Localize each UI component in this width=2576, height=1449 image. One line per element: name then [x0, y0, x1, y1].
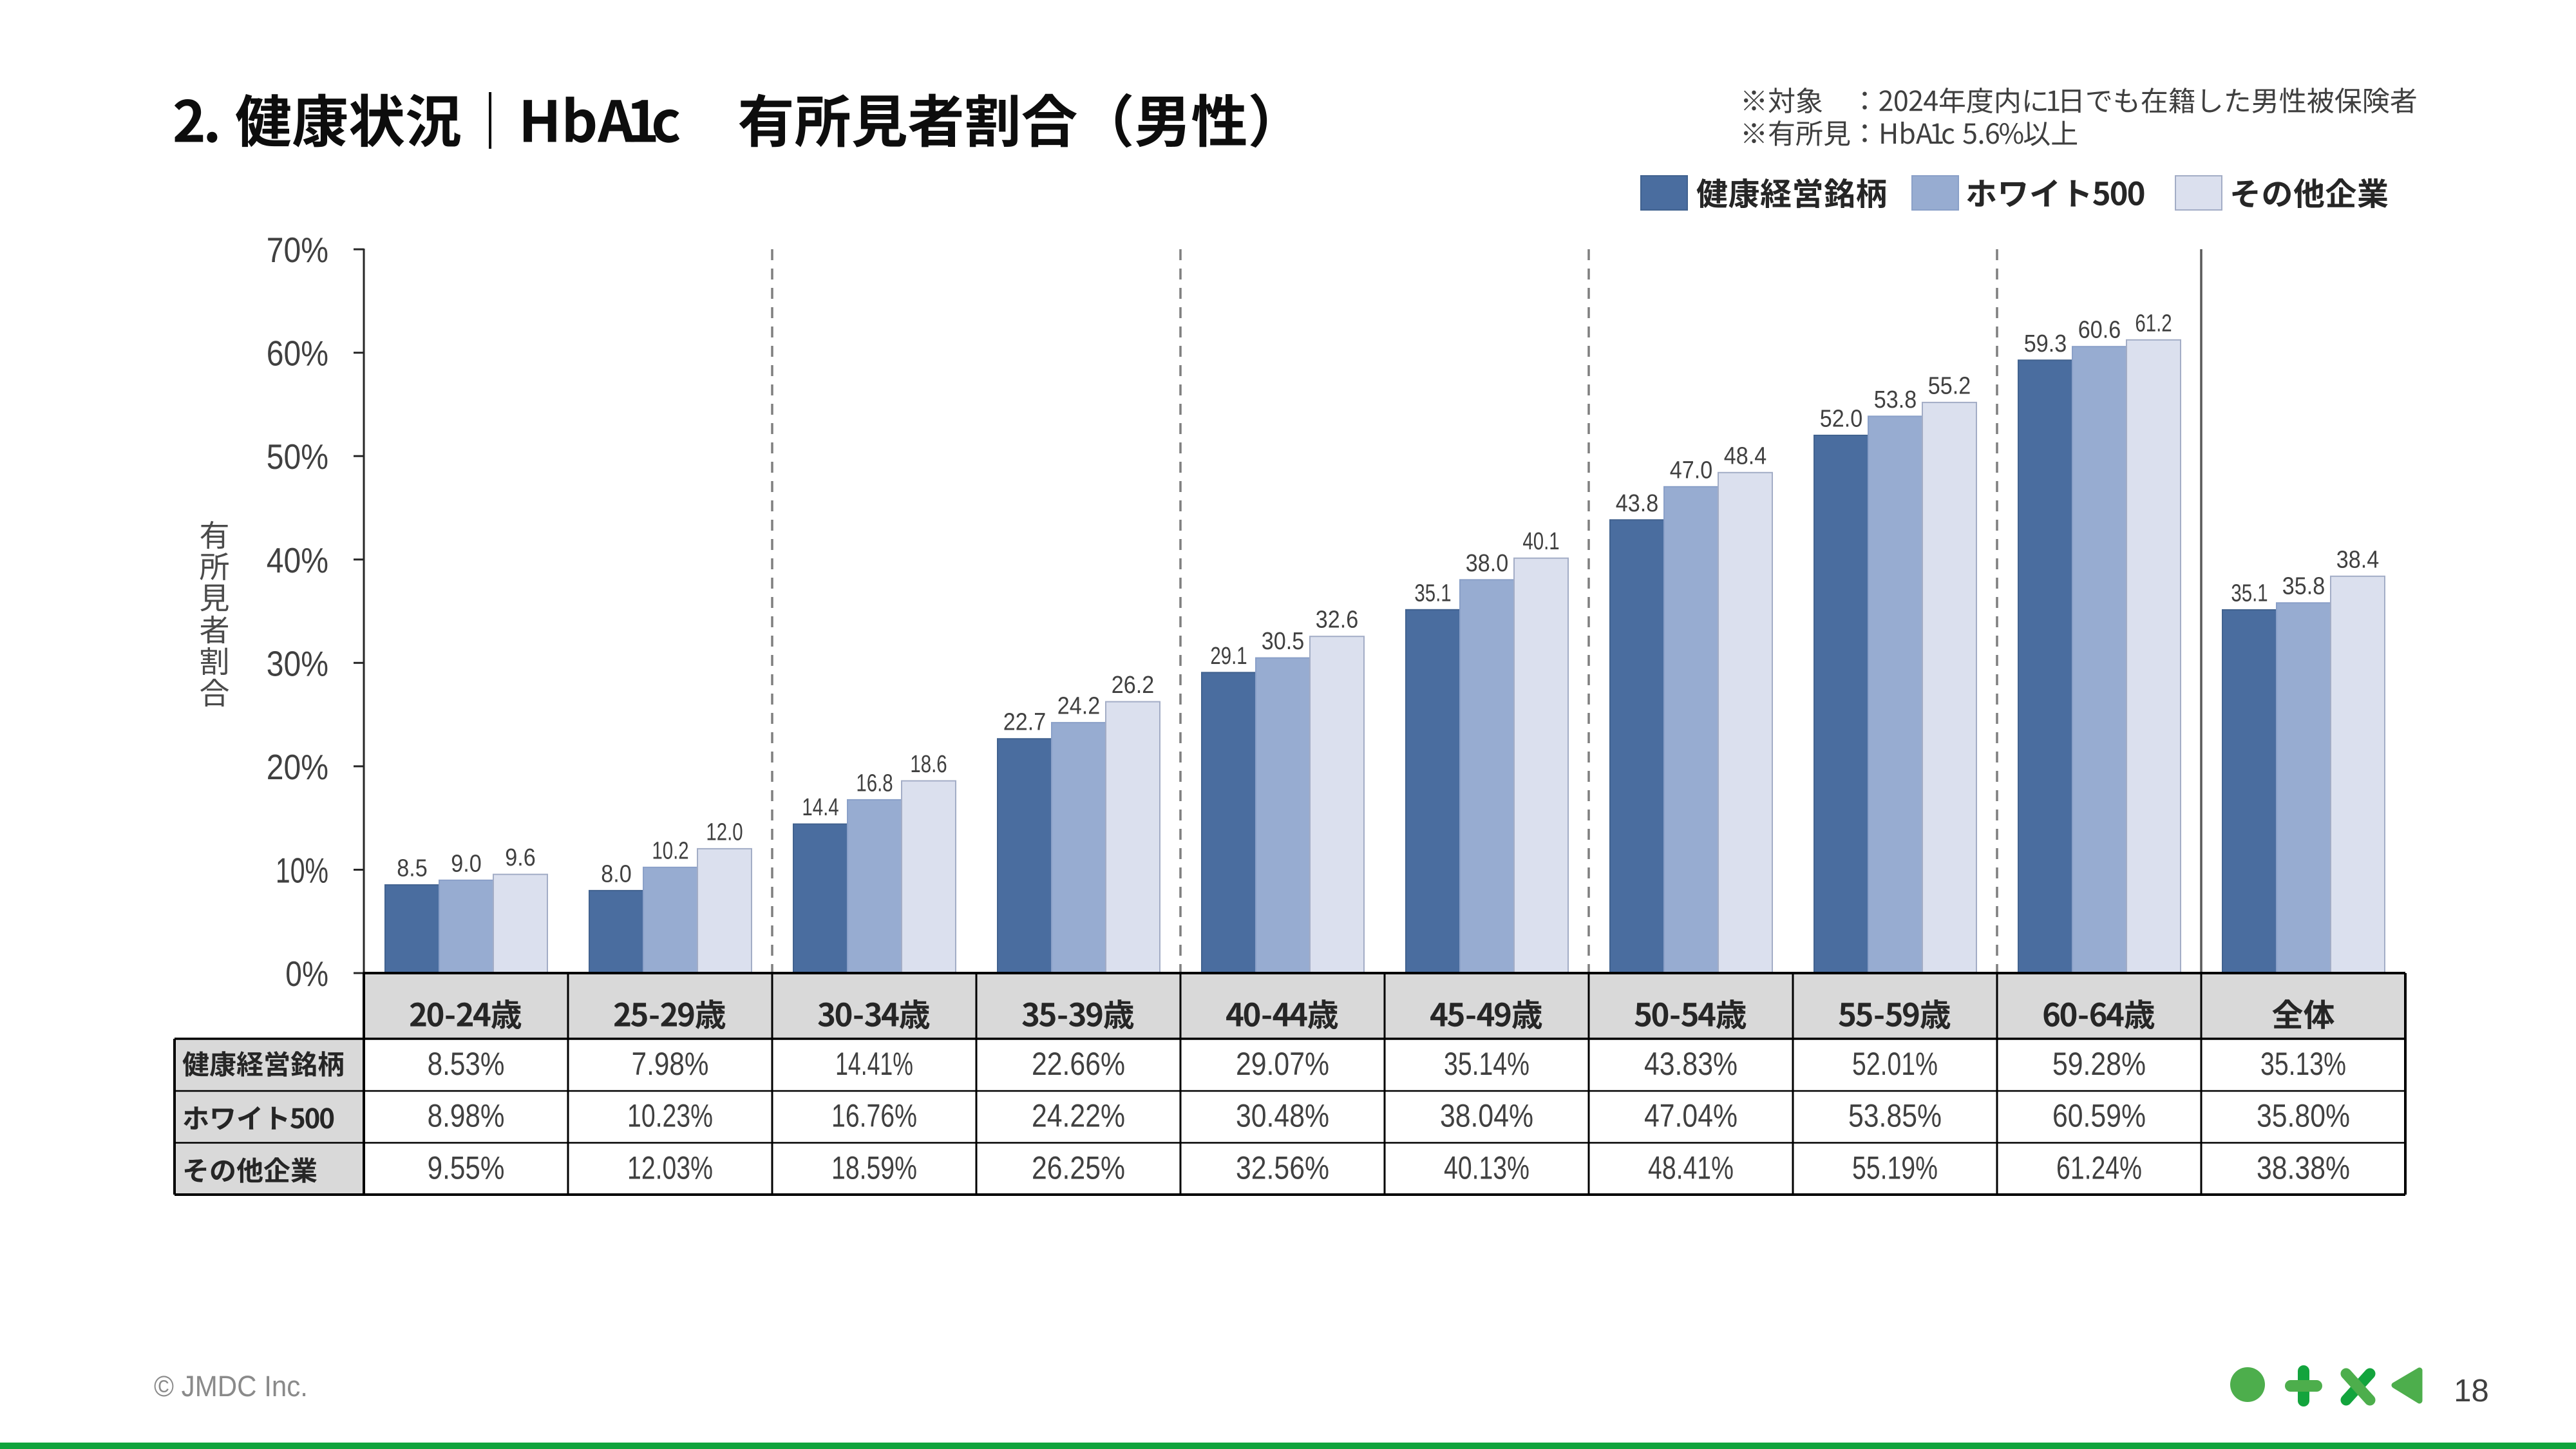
svg-text:32.56%: 32.56%: [1236, 1150, 1329, 1186]
svg-text:18: 18: [2454, 1374, 2489, 1408]
svg-text:35.1: 35.1: [2231, 580, 2268, 607]
svg-text:38.0: 38.0: [1466, 550, 1508, 577]
svg-text:61.24%: 61.24%: [2056, 1150, 2142, 1186]
svg-text:35.13%: 35.13%: [2260, 1046, 2346, 1082]
svg-text:35.80%: 35.80%: [2257, 1098, 2350, 1134]
svg-text:24.22%: 24.22%: [1032, 1098, 1125, 1134]
svg-text:30.5: 30.5: [1262, 628, 1304, 655]
svg-text:26.25%: 26.25%: [1032, 1150, 1125, 1186]
svg-text:50%: 50%: [267, 437, 328, 477]
svg-text:38.38%: 38.38%: [2257, 1150, 2350, 1186]
svg-text:10.23%: 10.23%: [627, 1098, 713, 1134]
svg-text:61.2: 61.2: [2135, 310, 2172, 337]
svg-text:38.04%: 38.04%: [1440, 1098, 1533, 1134]
svg-text:55.2: 55.2: [1928, 372, 1971, 399]
svg-text:24.2: 24.2: [1057, 693, 1100, 720]
svg-text:40%: 40%: [267, 540, 328, 580]
svg-text:47.04%: 47.04%: [1644, 1098, 1738, 1134]
svg-text:47.0: 47.0: [1670, 457, 1712, 484]
svg-text:52.01%: 52.01%: [1852, 1046, 1938, 1082]
svg-text:8.53%: 8.53%: [428, 1046, 505, 1082]
svg-text:48.41%: 48.41%: [1648, 1150, 1734, 1186]
svg-text:59.3: 59.3: [2024, 330, 2067, 357]
svg-text:7.98%: 7.98%: [632, 1046, 709, 1082]
svg-text:53.8: 53.8: [1874, 386, 1917, 413]
svg-text:26.2: 26.2: [1112, 672, 1154, 699]
svg-text:35.1: 35.1: [1414, 580, 1451, 607]
svg-text:32.6: 32.6: [1316, 607, 1358, 634]
svg-text:59.28%: 59.28%: [2052, 1046, 2146, 1082]
svg-text:38.4: 38.4: [2336, 546, 2379, 573]
svg-text:40.1: 40.1: [1522, 528, 1559, 555]
svg-text:30%: 30%: [267, 643, 328, 683]
svg-text:10%: 10%: [276, 851, 328, 891]
svg-text:8.98%: 8.98%: [428, 1098, 505, 1134]
svg-text:14.41%: 14.41%: [835, 1046, 913, 1082]
svg-text:12.03%: 12.03%: [627, 1150, 713, 1186]
svg-text:22.66%: 22.66%: [1032, 1046, 1125, 1082]
svg-text:© JMDC Inc.: © JMDC Inc.: [154, 1370, 308, 1403]
svg-text:12.0: 12.0: [706, 819, 743, 846]
svg-text:8.0: 8.0: [601, 860, 632, 887]
svg-text:70%: 70%: [267, 230, 328, 270]
svg-text:20%: 20%: [267, 747, 328, 787]
svg-text:30.48%: 30.48%: [1236, 1098, 1329, 1134]
svg-text:29.07%: 29.07%: [1236, 1046, 1329, 1082]
svg-text:18.6: 18.6: [910, 751, 947, 778]
svg-text:43.8: 43.8: [1616, 490, 1658, 517]
svg-text:9.0: 9.0: [451, 850, 482, 877]
svg-text:9.55%: 9.55%: [428, 1150, 505, 1186]
svg-text:40.13%: 40.13%: [1444, 1150, 1530, 1186]
svg-text:9.6: 9.6: [505, 844, 536, 871]
svg-text:29.1: 29.1: [1210, 643, 1247, 670]
svg-text:8.5: 8.5: [397, 855, 428, 882]
svg-text:10.2: 10.2: [652, 837, 688, 864]
svg-text:18.59%: 18.59%: [831, 1150, 917, 1186]
svg-text:35.14%: 35.14%: [1444, 1046, 1530, 1082]
svg-text:22.7: 22.7: [1003, 709, 1046, 736]
svg-text:53.85%: 53.85%: [1848, 1098, 1942, 1134]
svg-text:60.6: 60.6: [2078, 317, 2121, 344]
svg-text:16.76%: 16.76%: [831, 1098, 917, 1134]
svg-text:14.4: 14.4: [802, 794, 838, 821]
svg-text:16.8: 16.8: [856, 770, 893, 797]
svg-text:43.83%: 43.83%: [1644, 1046, 1738, 1082]
svg-text:48.4: 48.4: [1724, 442, 1766, 469]
svg-text:55.19%: 55.19%: [1852, 1150, 1938, 1186]
svg-text:0%: 0%: [285, 954, 328, 994]
svg-text:60%: 60%: [267, 334, 328, 374]
svg-text:60.59%: 60.59%: [2052, 1098, 2146, 1134]
svg-text:35.8: 35.8: [2282, 573, 2325, 600]
svg-text:52.0: 52.0: [1820, 406, 1862, 433]
